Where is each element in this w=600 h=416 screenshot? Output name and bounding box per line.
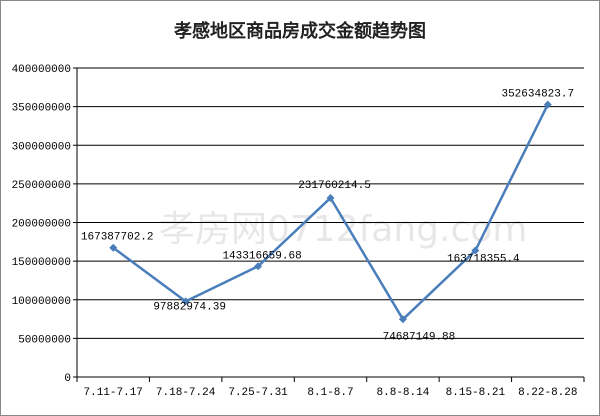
x-tick-label: 8.15-8.21	[446, 387, 506, 399]
y-tick-label: 400000000	[12, 64, 71, 76]
x-tick-label: 8.22-8.28	[518, 387, 577, 399]
data-label: 97882974.39	[153, 301, 226, 313]
data-label: 74687149.88	[383, 331, 456, 343]
data-point	[471, 246, 480, 255]
y-tick-label: 250000000	[12, 180, 71, 192]
data-label: 163718355.4	[447, 254, 520, 266]
data-point	[398, 315, 407, 324]
data-label: 352634823.7	[501, 89, 574, 101]
data-point	[254, 262, 263, 271]
data-label: 143316659.68	[222, 250, 301, 262]
x-tick-label: 7.18-7.24	[156, 387, 216, 399]
data-point	[109, 243, 118, 252]
y-tick-label: 350000000	[12, 103, 71, 115]
y-tick-label: 50000000	[18, 334, 71, 346]
chart-title: 孝感地区商品房成交金额趋势图	[174, 21, 426, 42]
data-label: 231760214.5	[298, 180, 371, 192]
data-point	[543, 100, 552, 109]
watermark: 孝房网0712fang.com	[159, 209, 527, 250]
x-tick-label: 7.25-7.31	[228, 387, 288, 399]
x-tick-label: 8.1-8.7	[307, 387, 353, 399]
y-tick-label: 200000000	[12, 219, 71, 231]
data-point	[181, 297, 190, 306]
data-point	[326, 193, 335, 202]
x-tick-label: 8.8-8.14	[377, 387, 430, 399]
y-tick-label: 0	[64, 373, 71, 385]
y-tick-label: 300000000	[12, 141, 71, 153]
data-label: 167387702.2	[81, 232, 154, 244]
x-tick-label: 7.11-7.17	[84, 387, 143, 399]
y-tick-label: 100000000	[12, 296, 71, 308]
y-tick-label: 150000000	[12, 257, 71, 269]
